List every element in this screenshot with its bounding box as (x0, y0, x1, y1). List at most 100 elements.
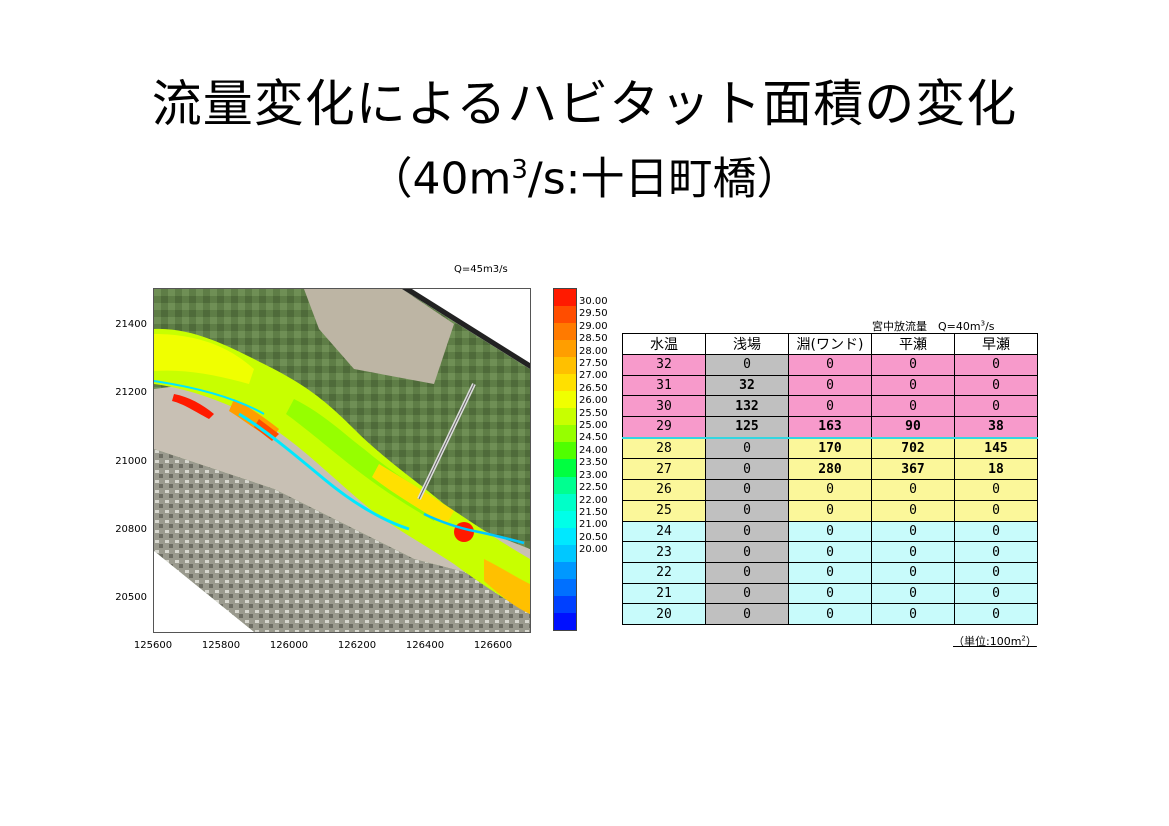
table-cell: 32 (705, 374, 789, 397)
table-cell: 31 (622, 374, 706, 397)
table-cell: 0 (788, 479, 872, 501)
table-cell: 26 (622, 479, 706, 501)
table-cell: 163 (788, 416, 872, 439)
column-header: 浅場 (705, 333, 789, 355)
table-cell: 23 (622, 541, 706, 563)
table-cell: 0 (954, 582, 1038, 605)
table-row: 26 0 0 0 0 (622, 479, 1038, 501)
table-cell: 28 (622, 437, 706, 460)
table-cell: 0 (871, 499, 955, 522)
table-cell: 0 (788, 541, 872, 563)
map-x-tick: 126200 (337, 640, 377, 651)
colorbar-swatch (554, 289, 576, 307)
colorbar-label: 23.00 (579, 469, 608, 481)
table-row: 27 0 280 367 18 (622, 458, 1038, 481)
colorbar-label: 29.00 (579, 320, 608, 332)
table-cell: 0 (954, 479, 1038, 501)
table-cell: 0 (705, 541, 789, 563)
table-cell: 367 (871, 458, 955, 481)
colorbar-swatch (554, 595, 576, 613)
table-row: 22 0 0 0 0 (622, 561, 1038, 584)
table-cell: 18 (954, 458, 1038, 481)
colorbar-swatch (554, 340, 576, 358)
colorbar-swatch (554, 510, 576, 528)
colorbar-label: 21.00 (579, 519, 608, 531)
colorbar-swatch (554, 306, 576, 324)
temperature-colorbar (553, 288, 577, 631)
colorbar-swatch (554, 408, 576, 426)
table-cell: 22 (622, 561, 706, 584)
table-cell: 0 (788, 395, 872, 418)
table-cell: 0 (871, 520, 955, 543)
table-cell: 90 (871, 416, 955, 439)
table-cell: 0 (788, 582, 872, 605)
table-row: 21 0 0 0 0 (622, 582, 1038, 605)
table-cell: 0 (788, 499, 872, 522)
map-y-tick: 20800 (115, 524, 147, 535)
colorbar-swatch (554, 612, 576, 630)
table-cell: 0 (705, 437, 789, 460)
table-cell: 0 (871, 354, 955, 376)
table-cell: 0 (788, 520, 872, 543)
colorbar-swatch (554, 442, 576, 460)
table-cell: 280 (788, 458, 872, 481)
map-y-tick: 20500 (115, 592, 147, 603)
colorbar-label: 27.00 (579, 370, 608, 382)
map-x-tick: 126600 (473, 640, 513, 651)
table-cell: 0 (954, 603, 1038, 625)
table-row: 30 132 0 0 0 (622, 395, 1038, 418)
colorbar-label: 25.00 (579, 420, 608, 432)
map-x-tick: 126400 (405, 640, 445, 651)
table-cell: 0 (871, 582, 955, 605)
colorbar-label: 22.00 (579, 494, 608, 506)
table-cell: 25 (622, 499, 706, 522)
colorbar-swatch (554, 544, 576, 562)
table-cell: 702 (871, 437, 955, 460)
table-cell: 0 (705, 520, 789, 543)
slide-subtitle: （40m3/s:十日町橋） (368, 153, 801, 205)
map-y-tick: 21200 (115, 387, 147, 398)
table-cell: 0 (705, 499, 789, 522)
table-cell: 0 (954, 520, 1038, 543)
table-row: 28 0 170 702 145 (622, 437, 1038, 460)
table-cell: 20 (622, 603, 706, 625)
table-cell: 132 (705, 395, 789, 418)
table-cell: 0 (705, 458, 789, 481)
unit-note: （単位:100m2） (953, 634, 1037, 648)
colorbar-swatch (554, 476, 576, 494)
table-cell: 30 (622, 395, 706, 418)
colorbar-swatch (554, 493, 576, 511)
table-row: 29 125 163 90 38 (622, 416, 1038, 439)
colorbar-label: 26.00 (579, 395, 608, 407)
table-cell: 0 (705, 582, 789, 605)
table-row: 32 0 0 0 0 (622, 354, 1038, 376)
table-cell: 170 (788, 437, 872, 460)
habitat-map (153, 288, 531, 633)
table-cell: 0 (871, 395, 955, 418)
table-cell: 0 (871, 603, 955, 625)
slide-title: 流量変化によるハビタット面積の変化 (151, 75, 1018, 133)
table-cell: 0 (871, 561, 955, 584)
map-x-tick: 125800 (201, 640, 241, 651)
table-row: 24 0 0 0 0 (622, 520, 1038, 543)
table-cell: 21 (622, 582, 706, 605)
table-row: 23 0 0 0 0 (622, 541, 1038, 563)
table-cell: 0 (788, 603, 872, 625)
table-row: 25 0 0 0 0 (622, 499, 1038, 522)
colorbar-swatch (554, 459, 576, 477)
table-cell: 29 (622, 416, 706, 439)
table-cell: 0 (705, 354, 789, 376)
map-x-tick: 125600 (133, 640, 173, 651)
table-cell: 0 (705, 561, 789, 584)
map-x-tick: 126000 (269, 640, 309, 651)
column-header: 水温 (622, 333, 706, 355)
colorbar-swatch (554, 323, 576, 341)
table-cell: 0 (871, 541, 955, 563)
table-cell: 145 (954, 437, 1038, 460)
table-cell: 0 (954, 541, 1038, 563)
table-cell: 32 (622, 354, 706, 376)
table-cell: 0 (788, 374, 872, 397)
habitat-table: 水温 浅場 淵(ワンド) 平瀬 早瀬 32 0 0 0 0 31 32 0 0 0 30 132 0 0 0… (622, 333, 1038, 625)
table-cell: 0 (954, 561, 1038, 584)
column-header: 平瀬 (871, 333, 955, 355)
